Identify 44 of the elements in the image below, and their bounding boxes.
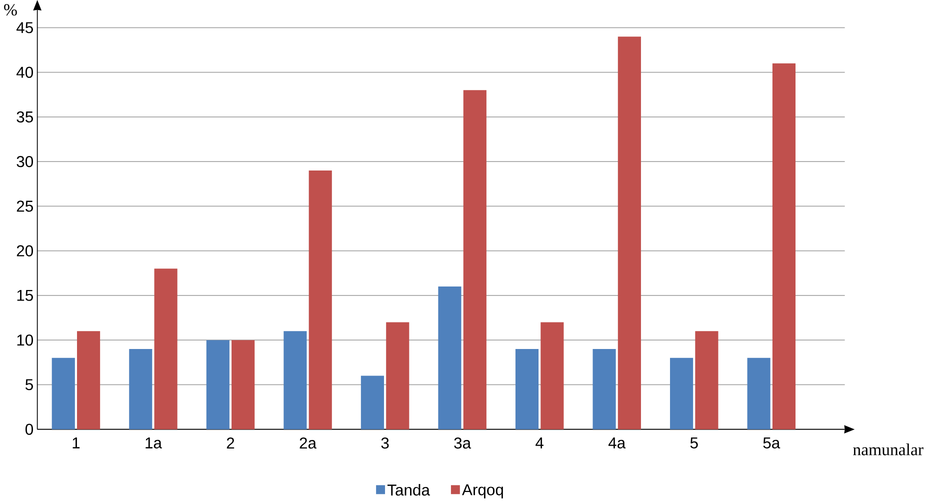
y-tick-label: 5 [26,379,33,390]
y-tick-label: 40 [16,66,33,78]
x-tick-label: 5a [763,437,780,448]
bar [77,331,100,430]
bar [540,322,564,430]
x-tick-label: 4 [536,437,544,448]
bar [308,170,332,430]
bar [747,358,770,430]
legend-label: Tanda [387,484,430,496]
y-tick-label: 15 [17,290,33,301]
bar [129,348,152,430]
bar [618,36,641,430]
bar [284,331,307,430]
x-axis-title: namunalar [853,443,924,456]
bar [592,348,616,430]
y-tick-label: 20 [16,245,33,256]
y-tick-label: 0 [25,424,33,435]
x-tick-label: 2 [226,437,234,448]
x-tick-label: 4a [608,437,626,448]
y-tick-label: 35 [16,111,33,122]
bar [695,331,718,430]
x-tick-label: 3a [454,437,472,449]
bar [772,63,796,430]
y-tick-label: 25 [16,200,33,212]
bar [232,340,255,430]
y-tick-label: 45 [16,22,33,34]
y-axis-title: % [4,4,17,16]
bar [463,90,486,430]
bar [670,358,694,430]
bar [386,322,410,430]
x-tick-label: 1 [72,437,80,448]
x-tick-label: 1a [146,437,162,448]
x-tick-label: 2a [300,437,317,449]
bar [515,348,539,430]
bar [52,358,75,430]
x-tick-label: 5 [690,437,698,448]
y-tick-label: 30 [16,156,33,168]
bar [154,268,178,430]
bar [206,340,230,430]
y-tick-label: 10 [17,334,33,346]
x-tick-label: 3 [381,437,389,449]
legend-label: Arqoq [462,484,503,498]
bar [360,376,384,430]
bar [438,286,462,430]
